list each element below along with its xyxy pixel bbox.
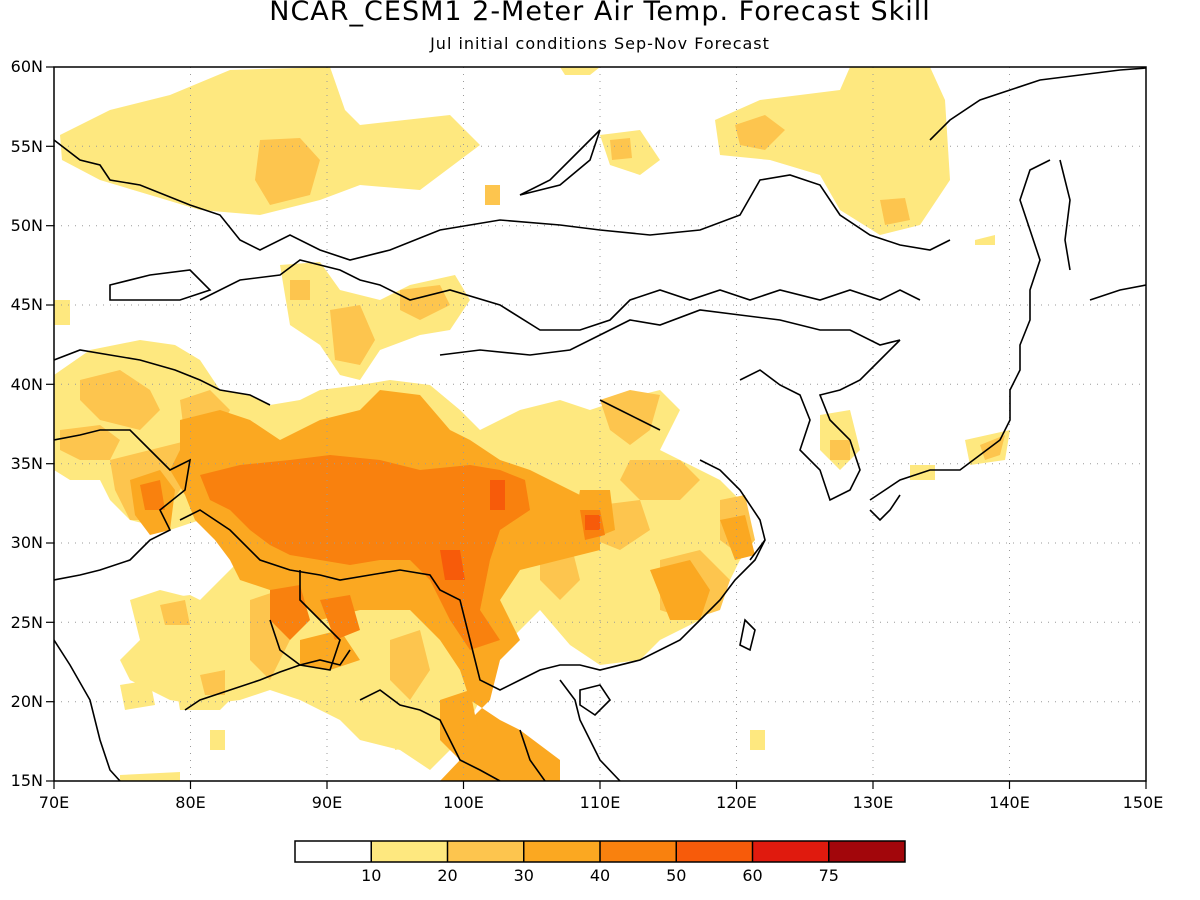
colorbar-label: 75 <box>819 866 839 885</box>
colorbar-swatch <box>447 841 524 862</box>
colorbar-swatch <box>523 841 600 862</box>
colorbar-swatch <box>828 841 905 862</box>
y-tick-label: 15N <box>11 771 43 790</box>
skill-level-50 <box>440 480 600 580</box>
skill-shading <box>54 67 1010 781</box>
colorbar-swatch <box>676 841 753 862</box>
y-tick-labels: 15N 20N 25N 30N 35N 40N 45N 50N 55N 60N <box>11 57 43 790</box>
x-tick-label: 130E <box>853 793 894 812</box>
colorbar: 10 20 30 40 50 60 75 <box>294 840 906 885</box>
y-tick-label: 30N <box>11 533 43 552</box>
y-tick-label: 20N <box>11 692 43 711</box>
x-tick-labels: 70E 80E 90E 100E 110E 120E 130E 140E 150… <box>39 793 1164 812</box>
colorbar-label: 10 <box>361 866 381 885</box>
x-tick-label: 150E <box>1123 793 1164 812</box>
colorbar-label: 50 <box>666 866 686 885</box>
y-tick-label: 60N <box>11 57 43 76</box>
colorbar-label: 20 <box>437 866 457 885</box>
colorbar-swatch <box>371 841 448 862</box>
y-tick-label: 25N <box>11 613 43 632</box>
colorbar-swatch <box>600 841 677 862</box>
skill-level-40 <box>140 455 605 650</box>
colorbar-swatch <box>295 841 372 862</box>
map-title: NCAR_CESM1 2-Meter Air Temp. Forecast Sk… <box>269 0 931 27</box>
colorbar-swatch <box>752 841 829 862</box>
gridlines <box>54 67 1146 781</box>
x-tick-label: 120E <box>716 793 757 812</box>
y-tick-label: 55N <box>11 137 43 156</box>
coastlines-borders <box>54 67 1146 781</box>
x-tick-label: 80E <box>175 793 205 812</box>
x-tick-label: 100E <box>443 793 484 812</box>
y-tick-label: 35N <box>11 454 43 473</box>
colorbar-label: 60 <box>742 866 762 885</box>
tick-marks <box>46 66 1147 789</box>
y-tick-label: 50N <box>11 216 43 235</box>
map-subtitle: Jul initial conditions Sep-Nov Forecast <box>430 34 770 53</box>
x-tick-label: 90E <box>312 793 342 812</box>
y-tick-label: 40N <box>11 375 43 394</box>
colorbar-label: 40 <box>590 866 610 885</box>
x-tick-label: 70E <box>39 793 69 812</box>
x-tick-label: 140E <box>989 793 1030 812</box>
y-tick-label: 45N <box>11 295 43 314</box>
x-tick-label: 110E <box>580 793 621 812</box>
colorbar-label: 30 <box>514 866 534 885</box>
